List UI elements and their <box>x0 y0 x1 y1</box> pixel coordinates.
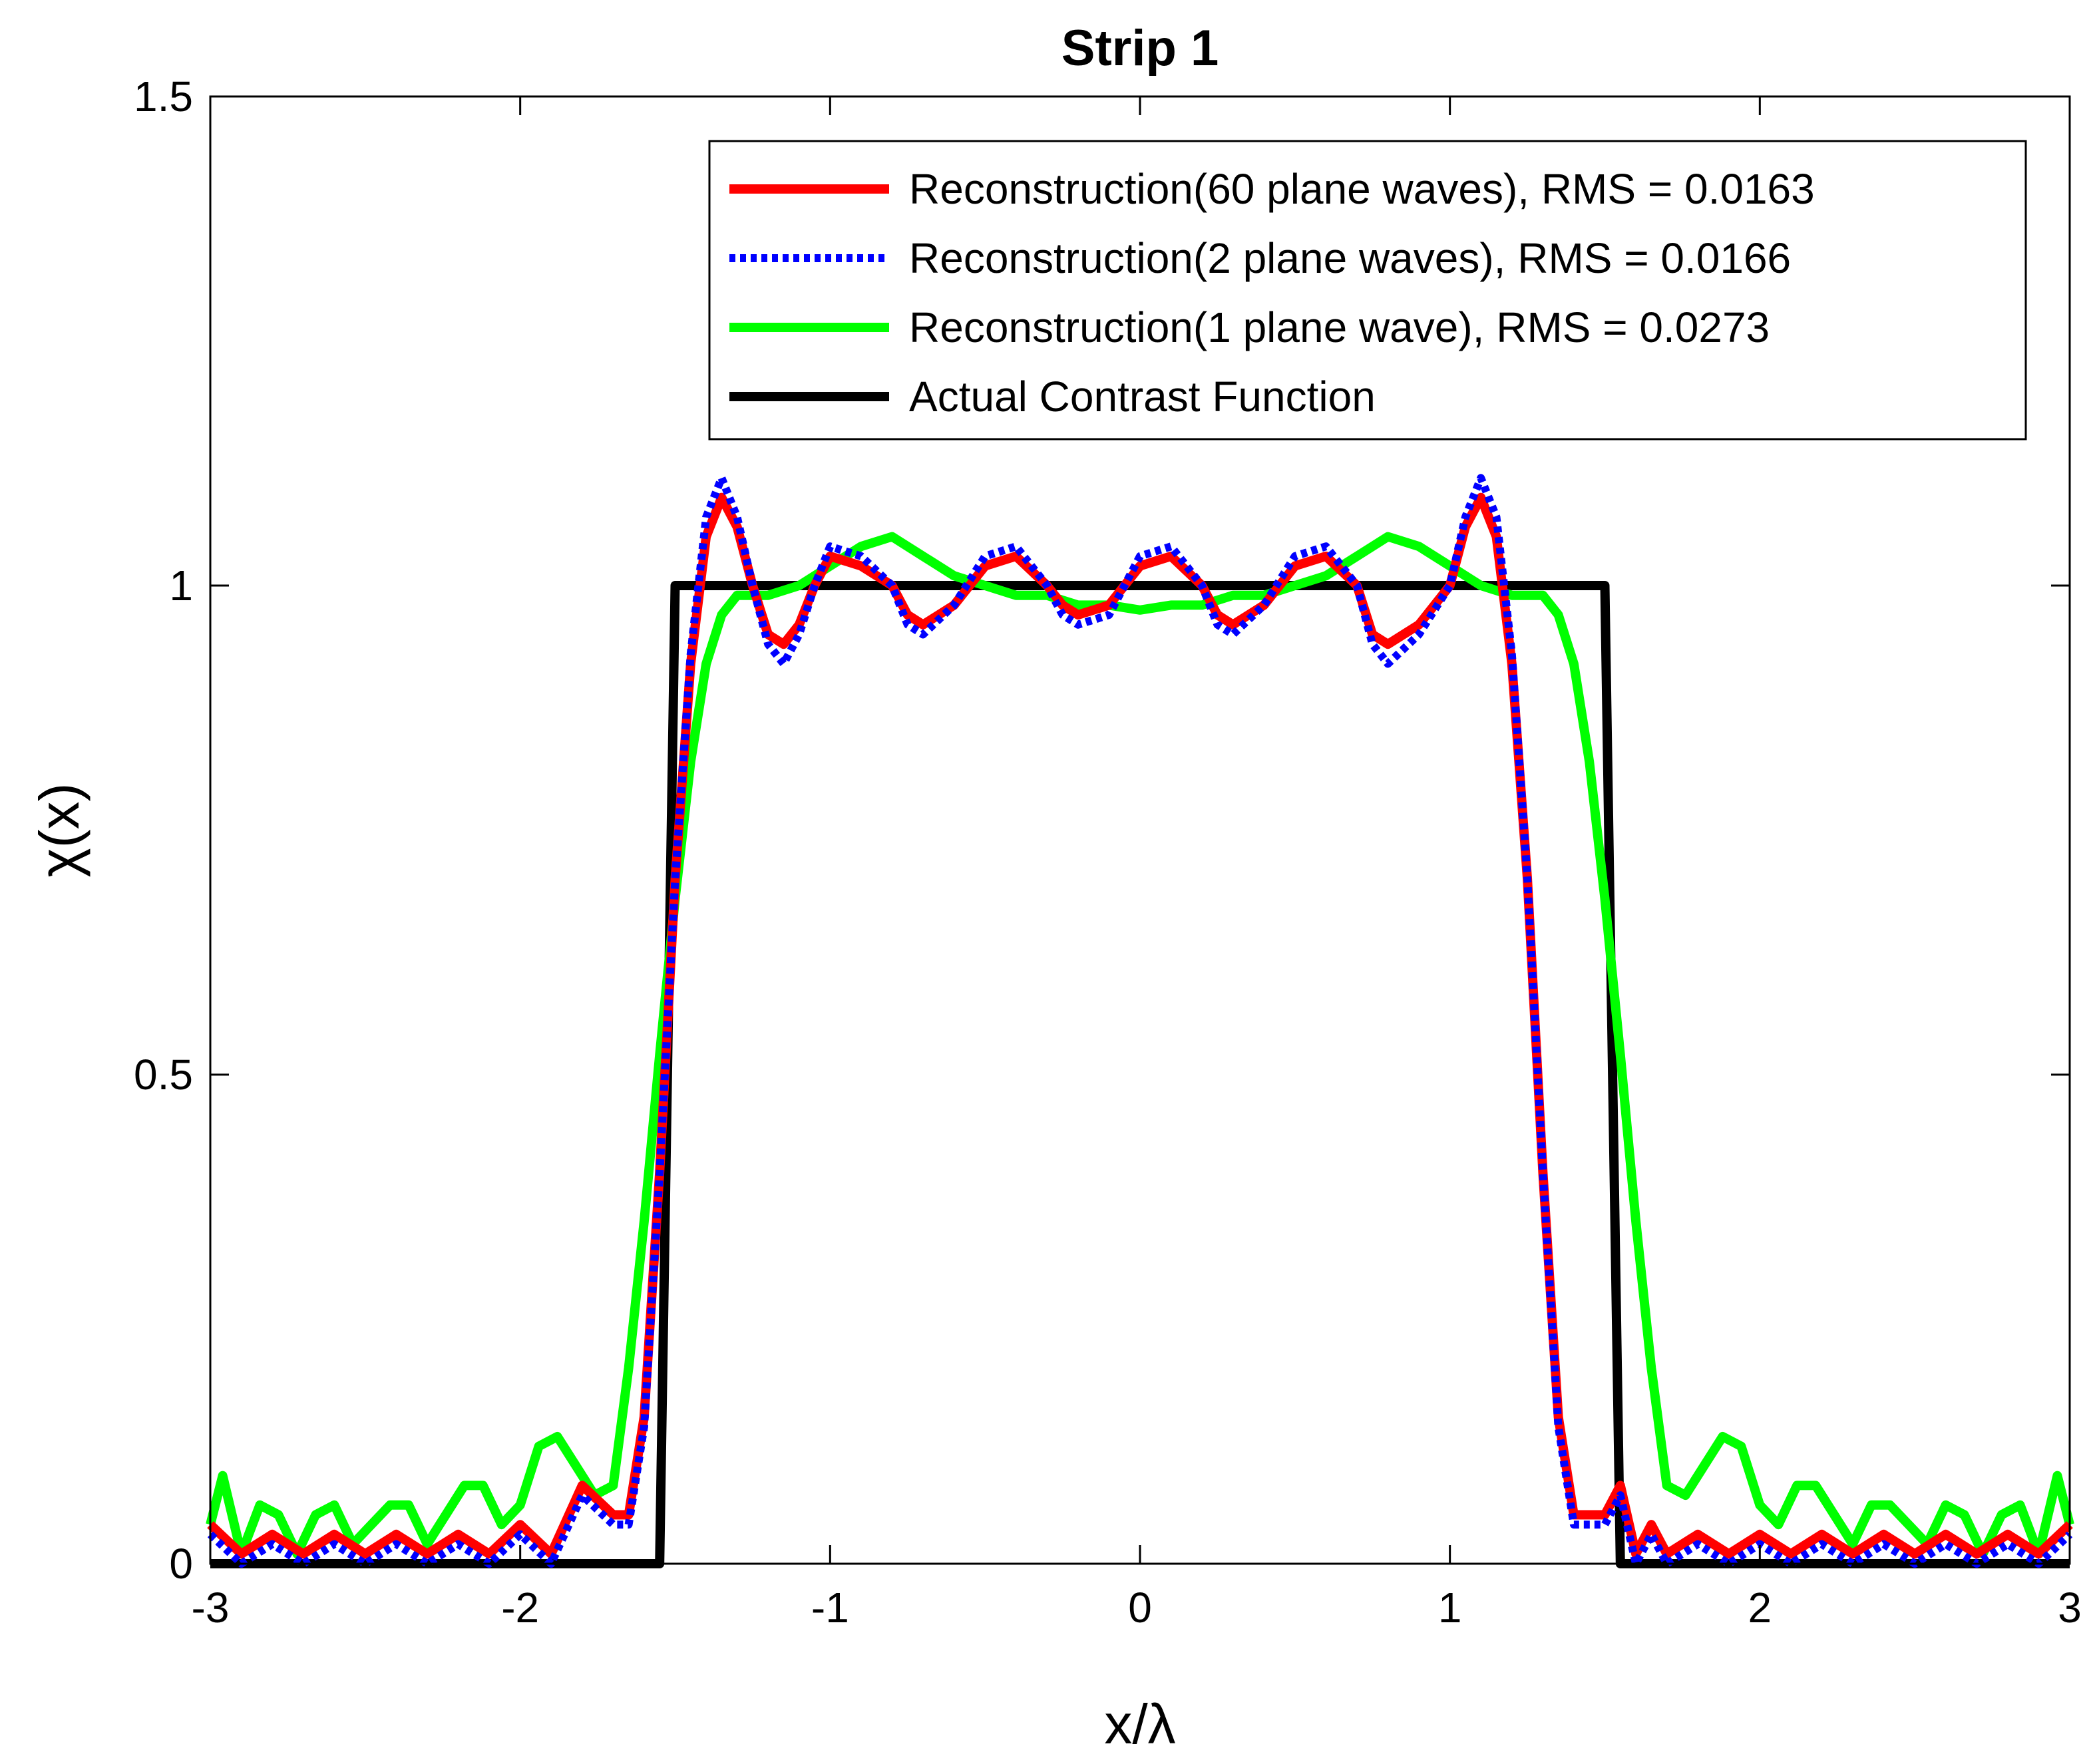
x-tick-label: -3 <box>192 1584 230 1632</box>
x-tick-label: -2 <box>501 1584 539 1632</box>
y-tick-label: 1.5 <box>134 73 193 120</box>
x-tick-label: 3 <box>2058 1584 2082 1632</box>
legend: Reconstruction(60 plane waves), RMS = 0.… <box>708 140 2027 441</box>
series-line-0 <box>207 492 2073 1559</box>
x-tick-label: 0 <box>1128 1584 1152 1632</box>
y-tick-label: 0 <box>169 1540 193 1588</box>
axes-layer: -3 -2 -1 0 1 2 3 0 0.5 1 1.5 <box>134 73 2082 1632</box>
legend-box <box>708 140 2027 441</box>
x-axis-title: x/λ <box>1104 1693 1175 1755</box>
legend-label-0: Reconstruction(60 plane waves), RMS = 0.… <box>909 165 1815 213</box>
y-tick-label: 1 <box>169 562 193 610</box>
chart-title: Strip 1 <box>1061 20 1219 77</box>
series-line-2 <box>206 532 2074 1559</box>
y-tick-label: 0.5 <box>134 1051 193 1099</box>
legend-label-3: Actual Contrast Function <box>909 373 1376 421</box>
x-tick-label: 2 <box>1748 1584 1772 1632</box>
y-axis-title: χ(x) <box>28 783 91 877</box>
series-line-1 <box>207 474 2073 1568</box>
x-tick-label: 1 <box>1438 1584 1462 1632</box>
legend-label-1: Reconstruction(2 plane waves), RMS = 0.0… <box>909 234 1791 282</box>
legend-label-2: Reconstruction(1 plane wave), RMS = 0.02… <box>909 303 1770 351</box>
x-tick-label: -1 <box>811 1584 849 1632</box>
